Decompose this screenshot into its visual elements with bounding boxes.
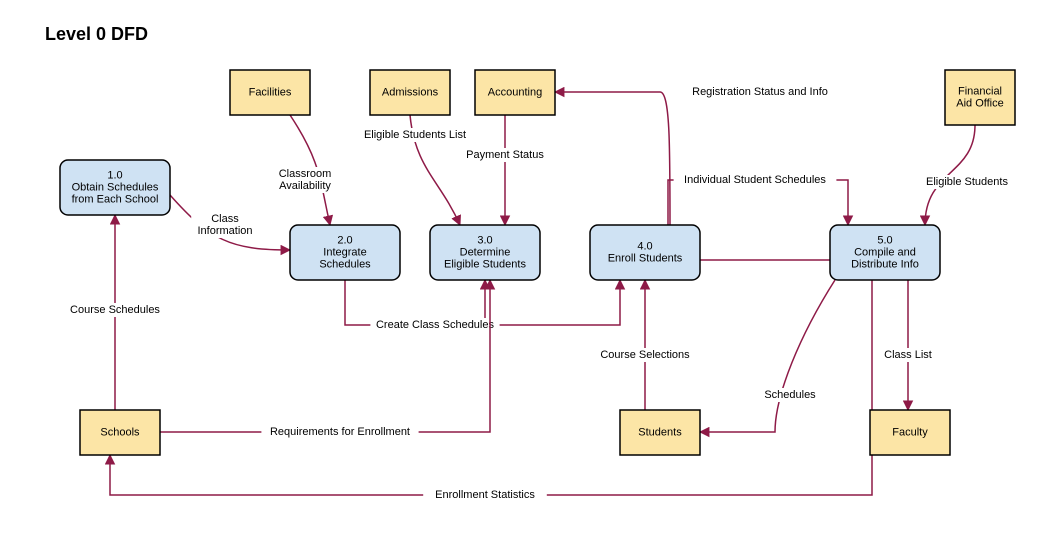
svg-text:Information: Information xyxy=(197,225,252,237)
node-label-p5-0: 5.0 xyxy=(877,234,892,246)
svg-text:Class: Class xyxy=(211,213,239,225)
node-label-p3-2: Eligible Students xyxy=(444,258,526,270)
edge-p5_students_sched xyxy=(700,280,835,432)
svg-text:Course Schedules: Course Schedules xyxy=(70,304,160,316)
svg-text:Registration Status and Info: Registration Status and Info xyxy=(692,86,828,98)
edge-p5_schools_enroll xyxy=(110,280,872,495)
node-label-schools-0: Schools xyxy=(100,426,140,438)
svg-text:Individual Student Schedules: Individual Student Schedules xyxy=(684,174,826,186)
edge-schools_p3 xyxy=(160,280,490,432)
node-label-p3-0: 3.0 xyxy=(477,234,492,246)
node-label-p1-2: from Each School xyxy=(72,193,159,205)
svg-text:Payment Status: Payment Status xyxy=(466,149,544,161)
node-label-p1-1: Obtain Schedules xyxy=(72,181,159,193)
svg-text:Enrollment Statistics: Enrollment Statistics xyxy=(435,489,535,501)
svg-text:Eligible Students List: Eligible Students List xyxy=(364,129,466,141)
node-label-p4-1: Enroll Students xyxy=(608,252,683,264)
node-label-faculty-0: Faculty xyxy=(892,426,928,438)
node-label-p2-2: Schedules xyxy=(319,258,371,270)
node-label-p2-0: 2.0 xyxy=(337,234,352,246)
svg-text:Availability: Availability xyxy=(279,180,331,192)
node-label-students-0: Students xyxy=(638,426,682,438)
node-label-finaid-1: Aid Office xyxy=(956,97,1004,109)
node-label-finaid-0: Financial xyxy=(958,85,1002,97)
svg-text:Requirements for Enrollment: Requirements for Enrollment xyxy=(270,426,410,438)
node-label-p3-1: Determine xyxy=(460,246,511,258)
node-label-facilities-0: Facilities xyxy=(249,86,292,98)
dfd-canvas: Level 0 DFD Course Schedules ClassInformat… xyxy=(0,0,1058,538)
svg-text:Eligible Students: Eligible Students xyxy=(926,176,1008,188)
node-label-p4-0: 4.0 xyxy=(637,240,652,252)
diagram-title: Level 0 DFD xyxy=(45,24,148,44)
node-label-p2-1: Integrate xyxy=(323,246,366,258)
svg-text:Course Selections: Course Selections xyxy=(600,349,690,361)
node-label-admissions-0: Admissions xyxy=(382,86,439,98)
svg-text:Classroom: Classroom xyxy=(279,168,332,180)
node-label-accounting-0: Accounting xyxy=(488,86,542,98)
node-label-p5-2: Distribute Info xyxy=(851,258,919,270)
svg-text:Create Class Schedules: Create Class Schedules xyxy=(376,319,495,331)
svg-text:Class List: Class List xyxy=(884,349,932,361)
svg-text:Schedules: Schedules xyxy=(764,389,816,401)
node-label-p5-1: Compile and xyxy=(854,246,916,258)
node-label-p1-0: 1.0 xyxy=(107,169,122,181)
edge-p4_accounting xyxy=(555,92,670,225)
